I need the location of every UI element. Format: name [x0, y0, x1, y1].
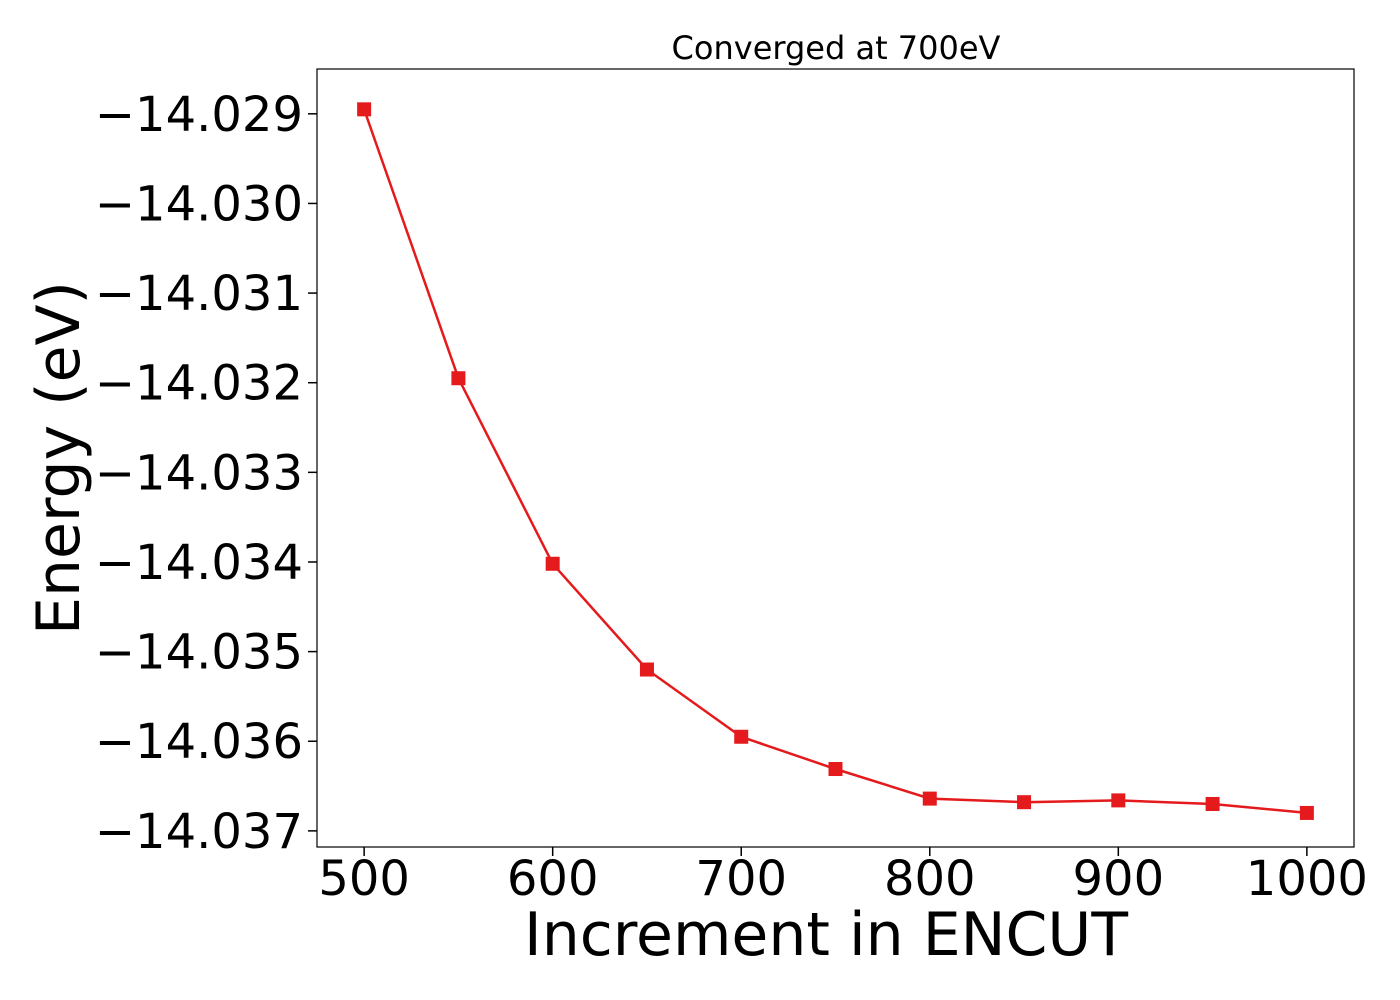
x-tick-label: 700	[695, 851, 787, 907]
y-tick-label: −14.035	[95, 625, 303, 681]
data-point-marker	[1111, 793, 1126, 808]
y-tick-label: −14.030	[95, 176, 303, 232]
data-point-marker	[1205, 796, 1220, 811]
x-tick-label: 800	[884, 851, 976, 907]
data-point-marker	[639, 662, 654, 677]
y-axis: −14.029 −14.030 −14.031 −14.032 −14.033 −14.0…	[95, 87, 317, 860]
x-axis: 500 600 700 800 900 1000	[318, 847, 1368, 907]
y-tick-label: −14.034	[95, 535, 303, 591]
x-tick-label: 1000	[1246, 851, 1368, 907]
data-point-marker	[1299, 805, 1314, 820]
data-point-marker	[357, 102, 372, 117]
plot-frame	[316, 68, 1355, 848]
y-tick-label: −14.033	[95, 445, 303, 501]
x-tick-label: 500	[318, 851, 410, 907]
data-point-marker	[734, 729, 749, 744]
y-tick-label: −14.031	[95, 266, 303, 322]
y-tick-label: −14.036	[95, 714, 303, 770]
chart-title: Converged at 700eV	[672, 29, 1001, 67]
y-tick-label: −14.037	[95, 804, 303, 860]
x-tick-label: 600	[507, 851, 599, 907]
data-point-marker	[828, 762, 843, 777]
data-point-marker	[451, 371, 466, 386]
y-axis-label: Energy (eV)	[24, 281, 94, 635]
series-layer	[357, 102, 1314, 820]
x-axis-label: Increment in ENCUT	[524, 900, 1128, 970]
data-point-marker	[922, 791, 937, 806]
y-tick-label: −14.029	[95, 87, 303, 143]
data-point-marker	[545, 556, 560, 571]
y-tick-label: −14.032	[95, 356, 303, 412]
series-line	[362, 108, 1308, 815]
data-point-marker	[1017, 795, 1032, 810]
x-tick-label: 900	[1073, 851, 1165, 907]
